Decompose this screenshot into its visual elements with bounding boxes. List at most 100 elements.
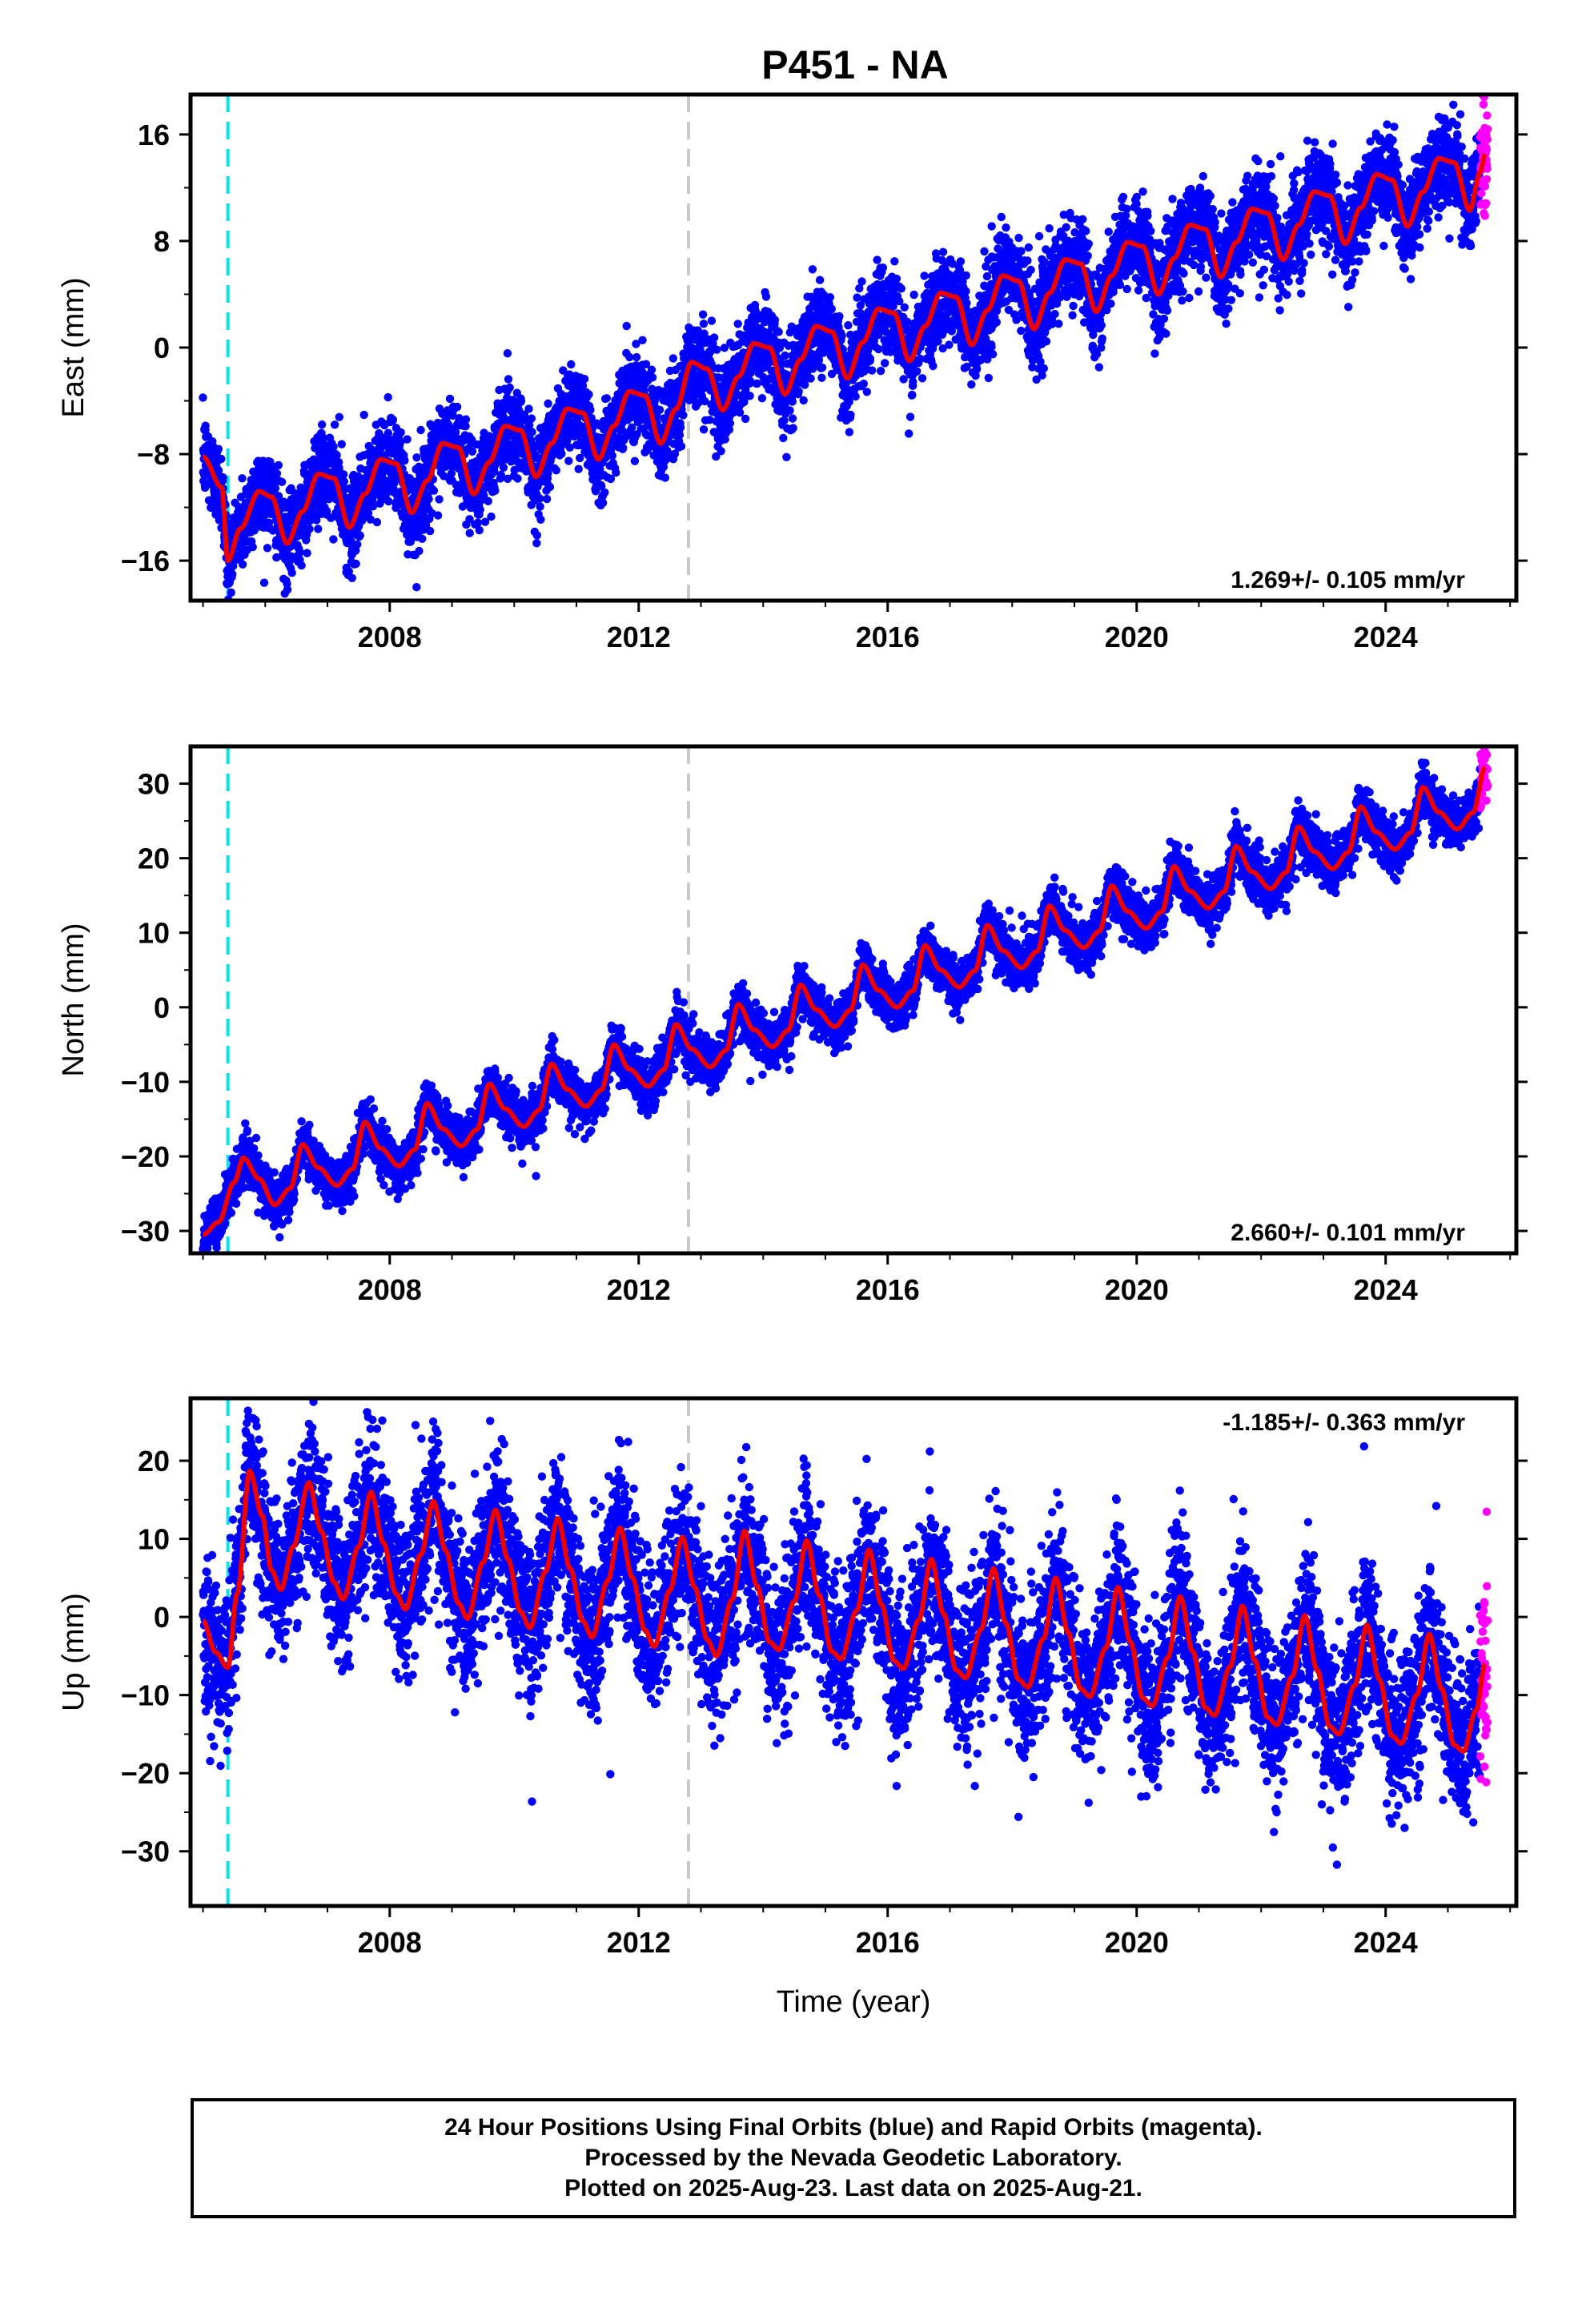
- data-point: [987, 222, 996, 231]
- data-point: [516, 396, 526, 406]
- data-point: [339, 470, 348, 479]
- data-point: [368, 502, 378, 511]
- data-point: [602, 394, 611, 403]
- data-point: [545, 482, 555, 492]
- data-point: [532, 531, 541, 540]
- data-point: [214, 444, 223, 453]
- data-point: [938, 247, 948, 256]
- data-point: [527, 414, 536, 423]
- data-point: [445, 394, 455, 404]
- data-point: [876, 367, 885, 376]
- data-point: [600, 488, 609, 497]
- data-point: [962, 299, 971, 308]
- data-point: [890, 257, 899, 266]
- data-point: [857, 277, 866, 286]
- data-point: [799, 396, 808, 405]
- data-point: [584, 390, 593, 399]
- data-point: [468, 447, 477, 456]
- data-point: [698, 310, 708, 319]
- data-point: [412, 583, 421, 592]
- data-point: [934, 337, 942, 346]
- data-point: [228, 569, 237, 579]
- data-point: [677, 442, 686, 451]
- data-point: [272, 469, 282, 478]
- data-point: [232, 619, 240, 627]
- data-point: [1026, 265, 1035, 275]
- data-point: [345, 505, 354, 514]
- data-point: [415, 546, 424, 556]
- data-point: [982, 271, 992, 281]
- data-point: [881, 359, 889, 368]
- data-point: [416, 425, 425, 435]
- data-point: [499, 463, 508, 472]
- data-point: [400, 456, 409, 465]
- chart-title: P451 - NA: [761, 42, 948, 87]
- data-point: [785, 406, 794, 415]
- data-point: [892, 274, 901, 283]
- data-point: [271, 484, 280, 493]
- data-point: [825, 293, 835, 302]
- data-point: [699, 320, 709, 328]
- data-point: [552, 466, 560, 475]
- data-point: [835, 312, 844, 321]
- data-point: [503, 349, 512, 358]
- data-point: [542, 494, 552, 504]
- data-point: [347, 573, 356, 582]
- data-point: [574, 464, 583, 473]
- data-point: [363, 509, 373, 517]
- data-point: [1017, 247, 1026, 255]
- data-point: [632, 352, 641, 362]
- data-point: [429, 486, 439, 495]
- data-point: [1014, 233, 1023, 243]
- data-point: [383, 392, 392, 402]
- data-point: [452, 402, 462, 412]
- data-point: [557, 449, 566, 458]
- data-point: [779, 433, 788, 443]
- data-point: [259, 578, 269, 587]
- data-point: [297, 561, 306, 570]
- data-point: [1042, 337, 1051, 346]
- data-point: [962, 287, 970, 296]
- data-point: [997, 212, 1006, 222]
- data-point: [619, 444, 628, 452]
- data-point: [1023, 256, 1032, 265]
- data-point: [945, 340, 954, 349]
- data-point: [372, 517, 382, 527]
- data-point: [909, 377, 917, 386]
- data-point: [524, 404, 533, 413]
- data-point: [707, 316, 717, 325]
- data-point: [329, 442, 338, 451]
- data-point: [788, 414, 797, 423]
- data-point: [513, 474, 522, 483]
- data-point: [536, 494, 544, 503]
- data-point: [817, 363, 827, 372]
- data-point: [622, 321, 631, 331]
- data-point: [984, 373, 994, 383]
- data-point: [433, 511, 443, 520]
- data-point: [814, 356, 824, 364]
- data-point: [757, 394, 767, 403]
- data-point: [199, 393, 207, 402]
- data-point: [851, 392, 860, 401]
- data-point: [475, 525, 484, 535]
- data-point: [219, 473, 227, 482]
- data-point: [815, 275, 825, 284]
- data-point: [367, 496, 377, 505]
- data-point: [929, 361, 938, 371]
- data-point: [229, 561, 238, 570]
- data-point: [317, 420, 327, 429]
- data-point: [648, 373, 657, 382]
- data-point: [980, 247, 989, 256]
- data-point: [868, 366, 877, 375]
- data-point: [630, 456, 640, 465]
- data-point: [505, 383, 514, 392]
- data-point: [263, 544, 272, 553]
- data-point: [329, 535, 338, 544]
- data-point: [303, 549, 311, 557]
- data-point: [865, 354, 875, 364]
- data-point: [917, 374, 927, 383]
- data-point: [845, 428, 854, 436]
- data-point: [384, 497, 393, 506]
- data-point: [504, 375, 513, 384]
